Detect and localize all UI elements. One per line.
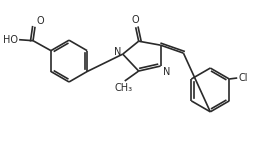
- Text: N: N: [163, 67, 170, 77]
- Text: N: N: [114, 47, 122, 57]
- Text: HO: HO: [3, 35, 18, 45]
- Text: Cl: Cl: [238, 73, 248, 83]
- Text: O: O: [132, 15, 140, 25]
- Text: O: O: [36, 16, 44, 26]
- Text: CH₃: CH₃: [115, 83, 133, 93]
